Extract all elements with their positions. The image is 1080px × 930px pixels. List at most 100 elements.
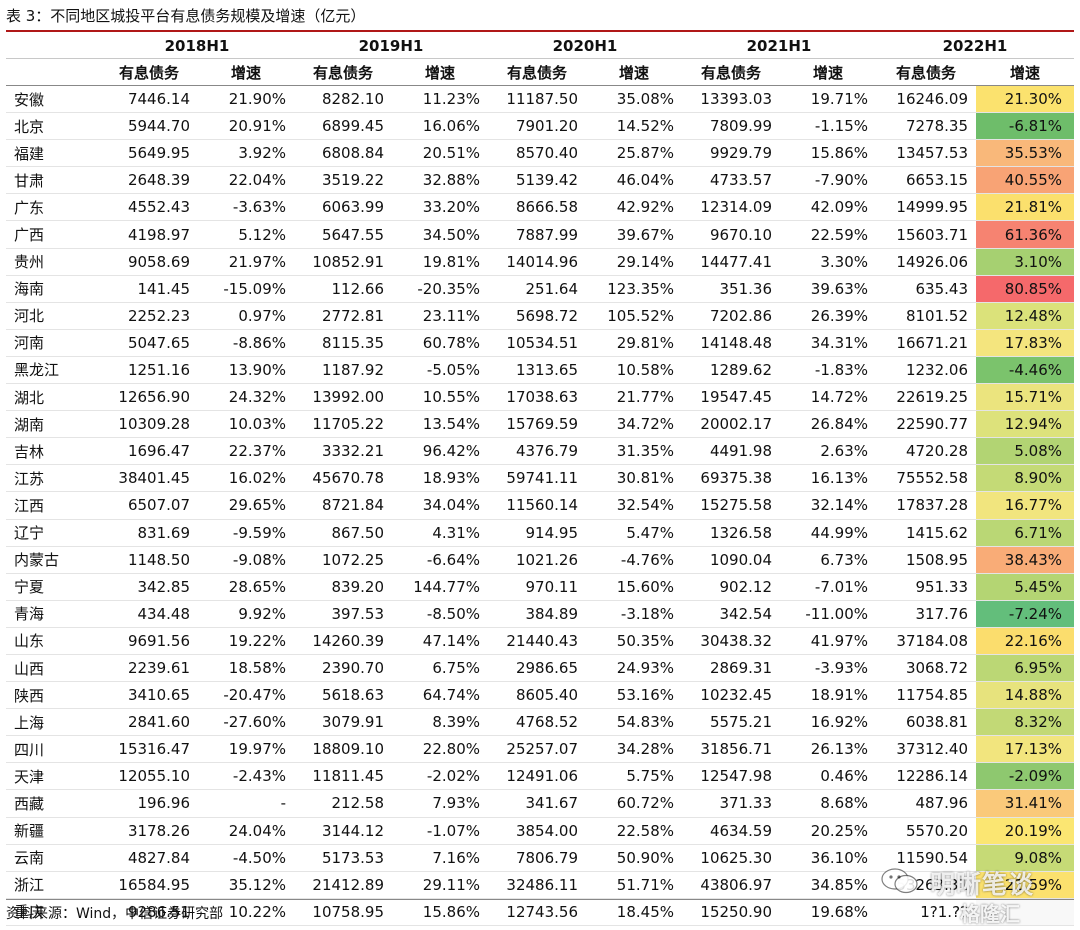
province-cell: 甘肃	[6, 166, 100, 195]
growth-cell: 20.19%	[976, 817, 1074, 845]
growth-cell: 3.10%	[976, 248, 1074, 276]
growth-cell: 15.86%	[392, 898, 488, 926]
debt-cell: 15769.59	[488, 410, 586, 439]
debt-cell: 2986.65	[488, 654, 586, 683]
debt-cell: 16671.21	[876, 329, 976, 357]
table-row: 海南 141.45 -15.09% 112.66 -20.35% 251.64 123.35…	[6, 275, 1074, 303]
debt-cell: 342.54	[682, 600, 780, 628]
debt-cell: 16584.95	[100, 871, 198, 899]
growth-cell: -3.93%	[780, 654, 876, 683]
table-row: 陕西 3410.65 -20.47% 5618.63 64.74% 8605.40 53.1…	[6, 681, 1074, 710]
table-row: 吉林 1696.47 22.37% 3332.21 96.42% 4376.79 31.35…	[6, 437, 1074, 466]
debt-cell: 12055.10	[100, 762, 198, 791]
debt-cell: 12656.90	[100, 383, 198, 412]
debt-cell: 1313.65	[488, 356, 586, 385]
growth-cell: 17.13%	[976, 735, 1074, 764]
debt-cell: 9929.79	[682, 139, 780, 168]
growth-cell: 19.97%	[198, 735, 294, 764]
metric-header-row: 有息债务 增速 有息债务 增速 有息债务 增速 有息债务 增速 有息债务 增速	[6, 58, 1074, 86]
debt-cell: 12547.98	[682, 762, 780, 791]
growth-cell: 13.54%	[392, 410, 488, 439]
growth-cell: 5.75%	[586, 762, 682, 791]
debt-cell: 16246.09	[876, 85, 976, 114]
table-row: 黑龙江 1251.16 13.90% 1187.92 -5.05% 1313.65 10.5…	[6, 356, 1074, 385]
debt-cell: 12314.09	[682, 193, 780, 222]
growth-cell: 17.83%	[976, 329, 1074, 357]
debt-cell: 5618.63	[294, 681, 392, 710]
debt-cell: 12743.56	[488, 898, 586, 926]
debt-cell: 9286.51	[100, 898, 198, 926]
debt-cell: 6808.84	[294, 139, 392, 168]
debt-cell: 14999.95	[876, 193, 976, 222]
debt-cell: 10309.28	[100, 410, 198, 439]
growth-cell: 19.22%	[198, 627, 294, 655]
debt-cell: 15275.58	[682, 491, 780, 520]
debt-cell: 7806.79	[488, 844, 586, 872]
year-header-row: 2018H1 2019H1 2020H1 2021H1 2022H1	[6, 33, 1074, 59]
debt-cell: 1090.04	[682, 546, 780, 574]
growth-cell: 53.16%	[586, 681, 682, 710]
debt-cell: 351.36	[682, 275, 780, 303]
debt-cell: 13457.53	[876, 139, 976, 168]
table-row: 河南 5047.65 -8.86% 8115.35 60.78% 10534.51 29.8…	[6, 329, 1074, 357]
growth-cell: -3.63%	[198, 193, 294, 222]
growth-cell: 21.81%	[976, 193, 1074, 222]
growth-cell: 28.65%	[198, 573, 294, 601]
growth-cell: 10.55%	[392, 383, 488, 412]
top-rule	[6, 30, 1074, 32]
debt-cell: 1326.58	[682, 519, 780, 547]
debt-cell: 1232.06	[876, 356, 976, 385]
province-cell: 上海	[6, 708, 100, 737]
debt-cell: 831.69	[100, 519, 198, 547]
growth-cell: 32.88%	[392, 166, 488, 195]
growth-cell: -6.81%	[976, 112, 1074, 141]
debt-cell: 5139.42	[488, 166, 586, 195]
debt-header: 有息债务	[100, 58, 198, 86]
debt-cell: 15250.90	[682, 898, 780, 926]
debt-cell: 4634.59	[682, 817, 780, 845]
growth-cell: -6.64%	[392, 546, 488, 574]
debt-cell: 970.11	[488, 573, 586, 601]
growth-cell: -	[198, 789, 294, 818]
province-cell: 广东	[6, 193, 100, 222]
debt-cell: 3410.65	[100, 681, 198, 710]
debt-header: 有息债务	[294, 58, 392, 86]
growth-cell: 20.91%	[198, 112, 294, 141]
growth-cell: 8.39%	[392, 708, 488, 737]
growth-cell: 12.94%	[976, 410, 1074, 439]
growth-cell: -5.05%	[392, 356, 488, 385]
debt-cell: 4376.79	[488, 437, 586, 466]
debt-cell: 3854.00	[488, 817, 586, 845]
province-cell: 四川	[6, 735, 100, 764]
debt-cell: 15603.71	[876, 220, 976, 249]
province-cell: 天津	[6, 762, 100, 791]
growth-cell: 19.68%	[780, 898, 876, 926]
debt-cell: 14926.06	[876, 248, 976, 276]
growth-cell: 10.22%	[198, 898, 294, 926]
debt-cell: 59741.11	[488, 464, 586, 493]
growth-cell: -7.24%	[976, 600, 1074, 628]
province-cell: 江苏	[6, 464, 100, 493]
debt-cell: 1508.95	[876, 546, 976, 574]
growth-cell: 26.84%	[780, 410, 876, 439]
table-row: 新疆 3178.26 24.04% 3144.12 -1.07% 3854.00 22.58…	[6, 817, 1074, 845]
debt-cell: 914.95	[488, 519, 586, 547]
debt-cell: 1289.62	[682, 356, 780, 385]
growth-cell: 34.31%	[780, 329, 876, 357]
growth-cell: 24.32%	[198, 383, 294, 412]
growth-cell: -8.86%	[198, 329, 294, 357]
debt-cell: 43806.97	[682, 871, 780, 899]
debt-cell: 951.33	[876, 573, 976, 601]
debt-cell: 1696.47	[100, 437, 198, 466]
debt-cell: 14148.48	[682, 329, 780, 357]
province-cell: 新疆	[6, 817, 100, 845]
debt-cell: 2239.61	[100, 654, 198, 683]
growth-cell: 35.53%	[976, 139, 1074, 168]
growth-cell: 144.77%	[392, 573, 488, 601]
growth-cell: -2.43%	[198, 762, 294, 791]
growth-cell: 5.47%	[586, 519, 682, 547]
year-header: 2022H1	[876, 33, 1074, 59]
year-header: 2018H1	[100, 33, 294, 59]
debt-header: 有息债务	[876, 58, 976, 86]
growth-cell: 50.35%	[586, 627, 682, 655]
